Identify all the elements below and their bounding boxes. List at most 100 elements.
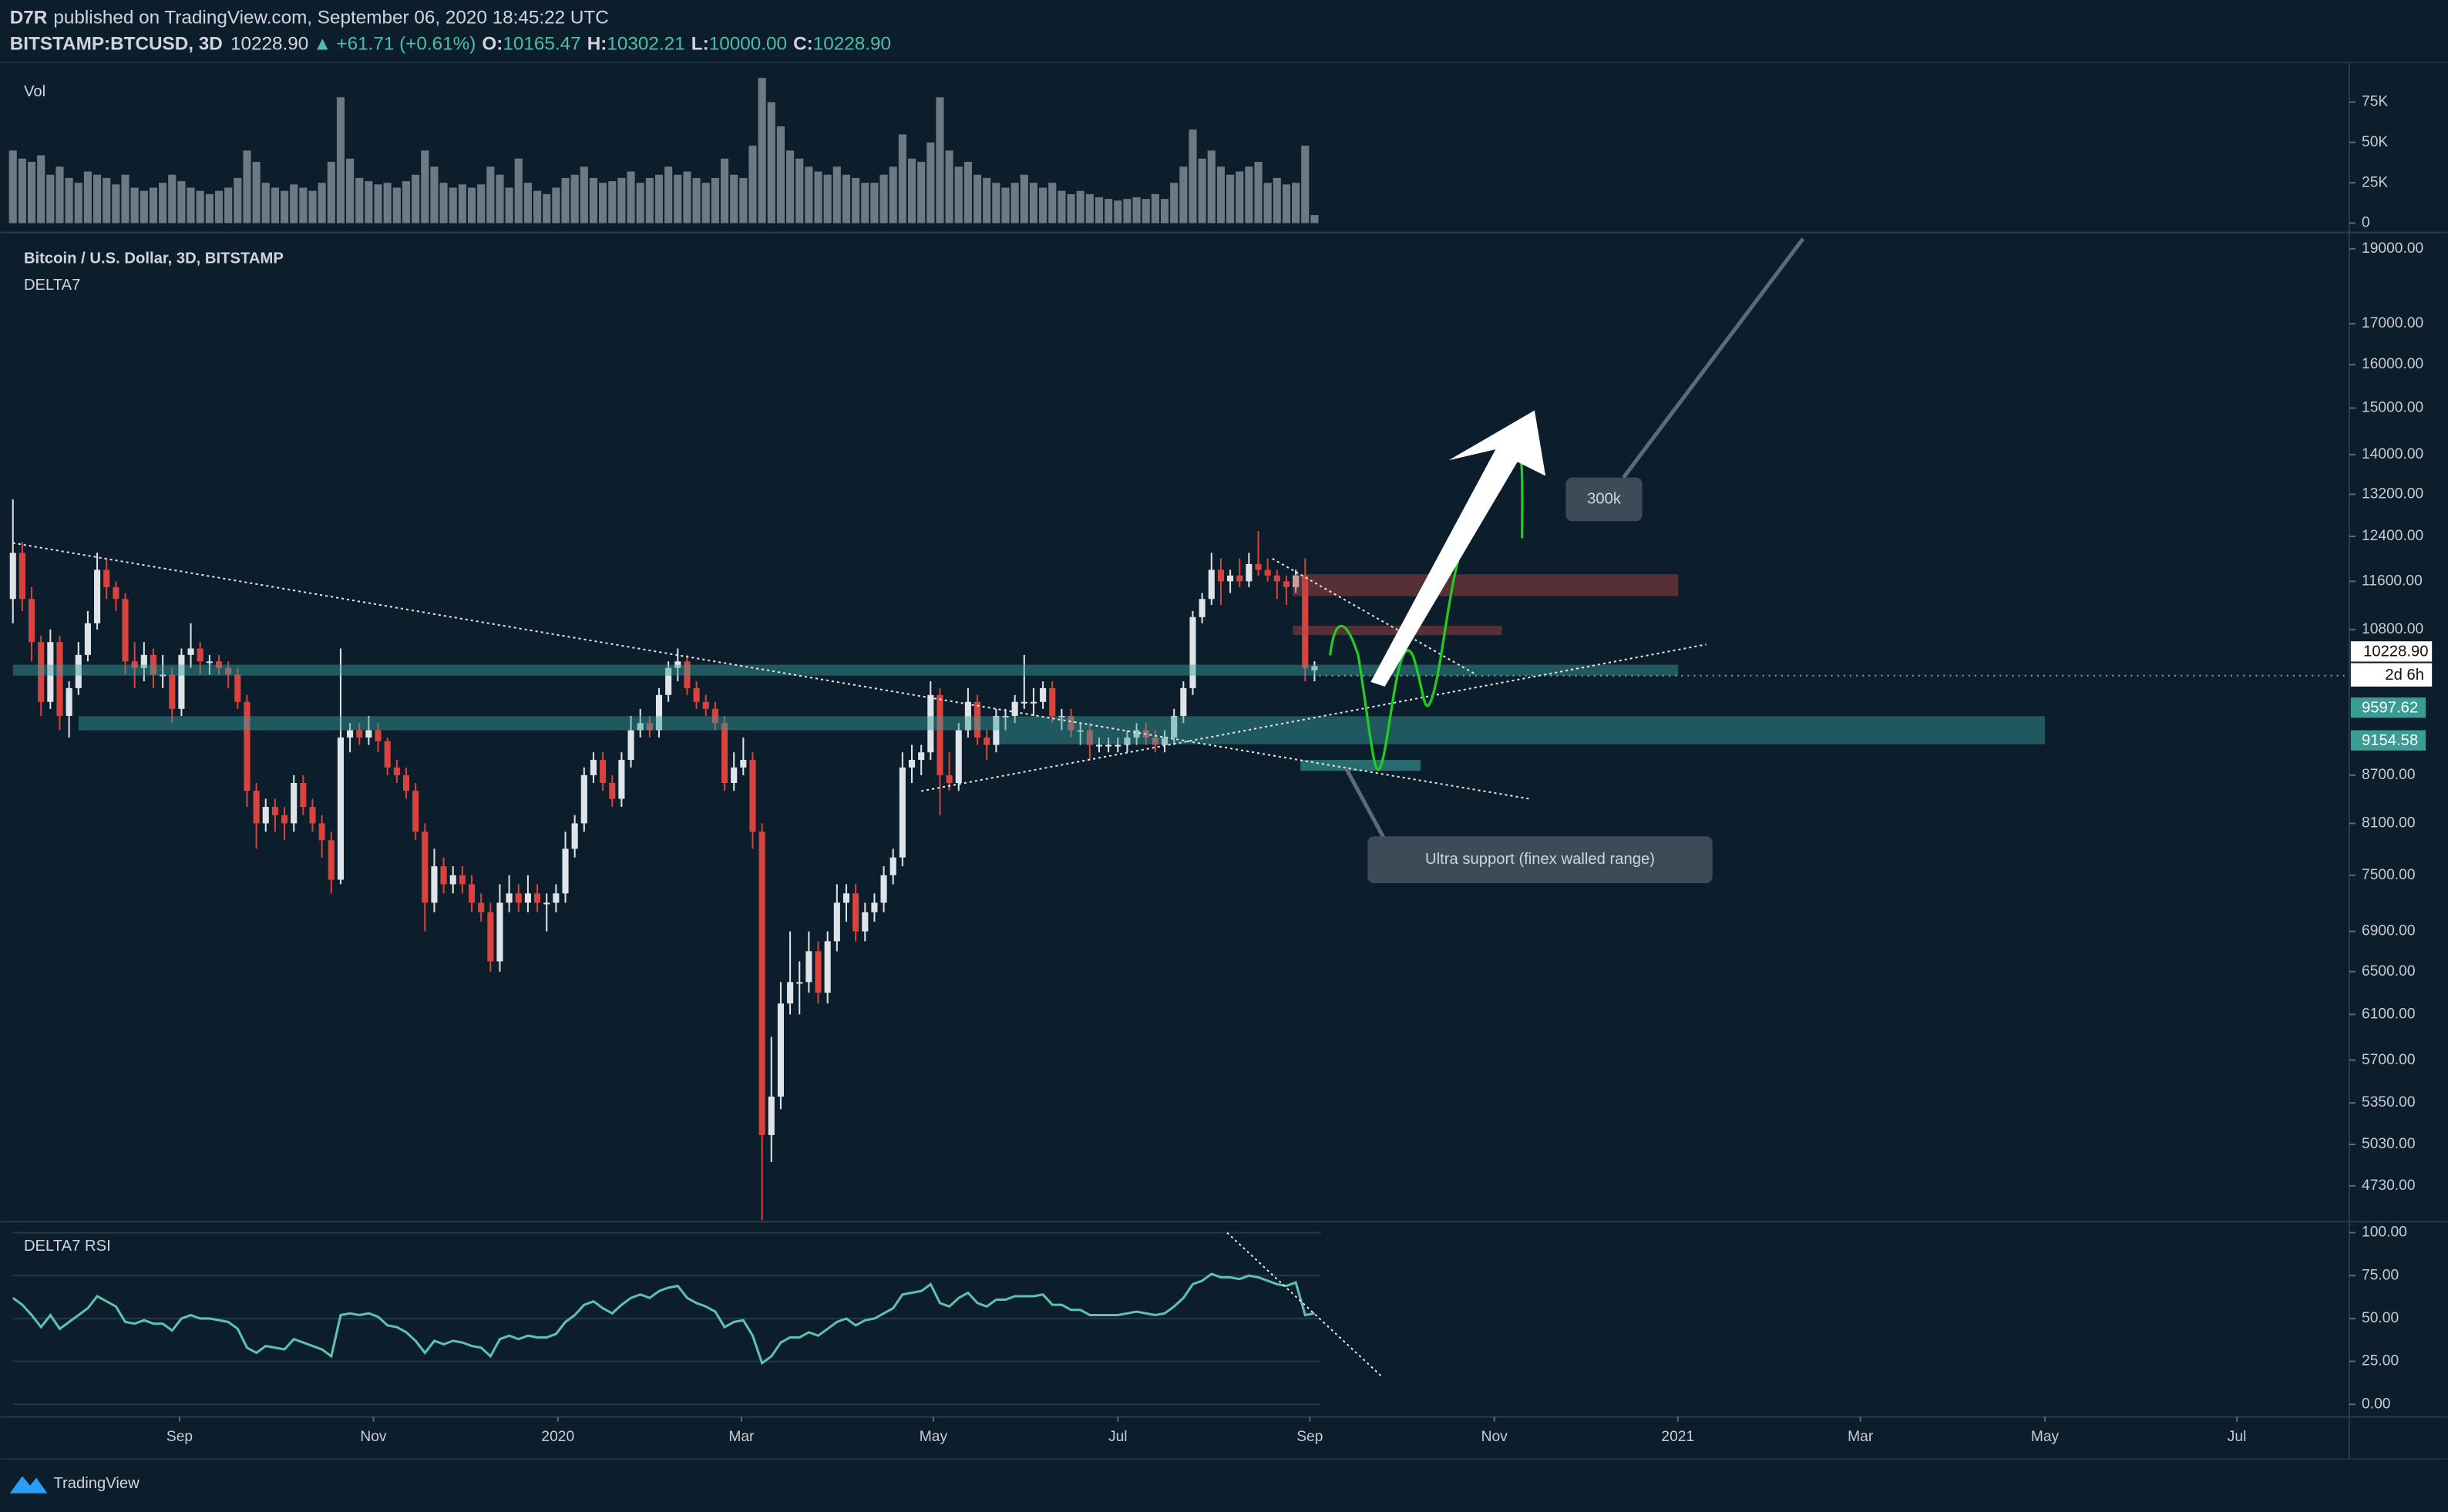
volume-bar (543, 193, 551, 223)
y-tick-label: 25.00 (2362, 1353, 2399, 1369)
volume-bar (533, 190, 542, 223)
volume-bar (1010, 183, 1019, 223)
volume-bar (692, 177, 701, 223)
volume-bar (1179, 166, 1188, 223)
candle-body (852, 893, 859, 932)
footer-brand: TradingView (53, 1475, 140, 1492)
volume-bar (954, 166, 963, 223)
pane-bar (8, 78, 1319, 223)
candle-body (422, 832, 429, 903)
volume-bar (224, 187, 233, 223)
volume-bar (168, 174, 177, 223)
candle-body (618, 760, 625, 799)
candle-body (1208, 570, 1215, 600)
volume-bar (27, 161, 36, 223)
volume-bar (205, 193, 214, 223)
pane-title: Bitcoin / U.S. Dollar, 3D, BITSTAMP (24, 250, 284, 267)
volume-bar (93, 174, 102, 223)
volume-bar (280, 190, 289, 223)
y-tick-label: 6900.00 (2362, 923, 2415, 939)
candle-body (440, 866, 447, 885)
volume-bar (1216, 166, 1225, 223)
candle-body (1002, 715, 1009, 718)
candle-body (140, 654, 147, 668)
volume-bar (963, 161, 972, 223)
volume-bar (121, 174, 129, 223)
candle-body (543, 902, 550, 905)
x-tick-label: Sep (1296, 1429, 1323, 1445)
volume-bar (523, 183, 532, 223)
volume-bar (1263, 183, 1272, 223)
x-tick-label: 2020 (541, 1429, 574, 1445)
candle-body (206, 661, 213, 664)
candle-body (880, 875, 887, 903)
panel-frames (0, 61, 2448, 1460)
candle-body (1246, 564, 1253, 582)
volume-bar (318, 183, 326, 223)
pane-title: Vol (24, 83, 45, 100)
candle-body (731, 767, 738, 784)
candle-body (113, 586, 119, 600)
y-tick-label: 8100.00 (2362, 815, 2415, 831)
candle-body (562, 848, 569, 894)
candle-body (1049, 687, 1056, 716)
volume-bar (112, 184, 120, 223)
x-tick-label: Nov (1481, 1429, 1508, 1445)
volume-bar (477, 184, 486, 223)
volume-bar (1029, 183, 1038, 223)
y-tick-label: 10800.00 (2362, 621, 2423, 637)
candle-body (1040, 687, 1047, 702)
countdown-label: 2d 6h (2385, 667, 2424, 684)
candle-body (918, 752, 925, 761)
candle-body (197, 648, 203, 662)
volume-bar (1273, 177, 1281, 223)
volume-bar (683, 171, 691, 223)
candle-body (1311, 666, 1318, 670)
candle-body (1011, 701, 1018, 716)
volume-bar (159, 183, 167, 223)
y-tick-label: 19000.00 (2362, 240, 2423, 257)
candle-body (1086, 730, 1093, 745)
candle-body (1171, 715, 1178, 738)
candle-body (862, 912, 869, 932)
footer: TradingView (9, 1475, 140, 1494)
y-tick-label: 0 (2362, 215, 2370, 231)
candle-body (393, 767, 400, 775)
candle-body (225, 667, 232, 675)
volume-bar (1151, 193, 1159, 223)
candle-body (824, 941, 831, 993)
publish-info: published on TradingView.com, September … (53, 8, 608, 29)
candle-body (459, 875, 466, 885)
candle-body (1021, 701, 1027, 704)
author: D7R (10, 8, 48, 29)
candle-body (375, 730, 382, 741)
volume-bar (823, 174, 832, 223)
x-tick-label: Mar (728, 1429, 755, 1445)
price-label: 10228.90 (2363, 643, 2428, 660)
volume-bar (467, 187, 476, 223)
candle-body (1133, 730, 1140, 738)
volume-bar (701, 183, 710, 223)
y-tick-label: 25K (2362, 174, 2388, 190)
candle-body (1115, 744, 1121, 747)
candle-body (936, 694, 943, 775)
publish-line: D7R published on TradingView.com, Septemb… (10, 8, 609, 29)
volume-bar (617, 177, 626, 223)
candle-body (815, 951, 822, 993)
candle-body (291, 783, 298, 824)
candle-body (309, 807, 316, 824)
ohlc-value: 10165.47 (503, 34, 580, 55)
trendline (921, 643, 1707, 792)
volume-bar (879, 174, 888, 223)
volume-bar (196, 190, 204, 223)
candle-body (1217, 570, 1224, 582)
volume-bar (1226, 174, 1235, 223)
volume-bar (130, 187, 139, 223)
volume-bar (505, 187, 513, 223)
ohlc-label: L: (691, 34, 709, 55)
candle-body (449, 875, 456, 885)
volume-bar (1170, 183, 1179, 223)
volume-bar (720, 158, 729, 223)
